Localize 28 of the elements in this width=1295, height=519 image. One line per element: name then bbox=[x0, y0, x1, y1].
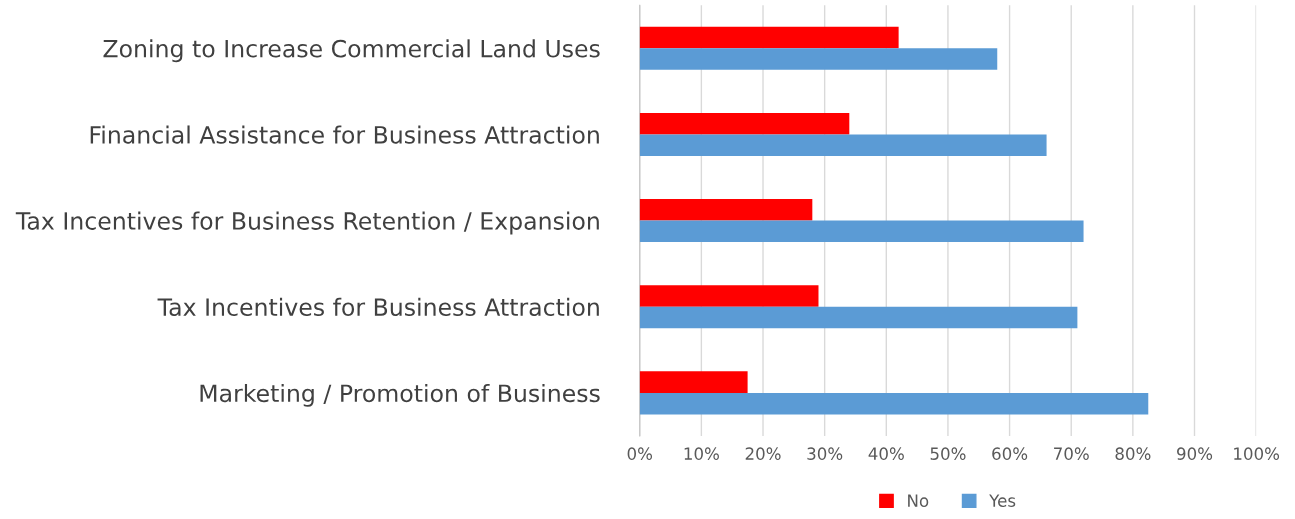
x-tick-label: 100% bbox=[1234, 447, 1280, 460]
y-tick-label: Tax Incentives for Business Attraction bbox=[157, 297, 599, 317]
bar bbox=[639, 26, 899, 49]
bar bbox=[639, 199, 813, 221]
y-tick-label: Tax Incentives for Business Retention / Expansion bbox=[15, 211, 599, 235]
bar bbox=[639, 371, 748, 393]
bar bbox=[639, 392, 1149, 415]
x-tick-label: 40% bbox=[868, 447, 904, 460]
x-tick-label: 20% bbox=[745, 447, 781, 460]
bar bbox=[639, 134, 1047, 156]
bar bbox=[639, 306, 1078, 329]
x-tick-label: 70% bbox=[1054, 447, 1089, 460]
x-tick-label: 10% bbox=[684, 447, 719, 460]
bar bbox=[639, 112, 850, 135]
y-tick-label: Financial Assistance for Business Attraction bbox=[90, 125, 599, 144]
y-tick-label: Marketing / Promotion of Business bbox=[200, 383, 600, 407]
bar bbox=[639, 285, 819, 307]
x-tick-label: 50% bbox=[930, 447, 966, 460]
x-tick-label: 80% bbox=[1115, 447, 1151, 460]
bar bbox=[639, 48, 998, 70]
legend-label: Yes bbox=[989, 494, 1016, 507]
y-tick-label: Zoning to Increase Commercial Land Uses bbox=[103, 39, 600, 63]
x-tick-label: 90% bbox=[1177, 447, 1213, 460]
x-tick-label: 0% bbox=[627, 447, 653, 460]
x-tick-label: 30% bbox=[807, 447, 843, 460]
x-tick-label: 60% bbox=[992, 447, 1028, 460]
legend-label: No bbox=[908, 494, 929, 507]
bar bbox=[639, 220, 1084, 243]
